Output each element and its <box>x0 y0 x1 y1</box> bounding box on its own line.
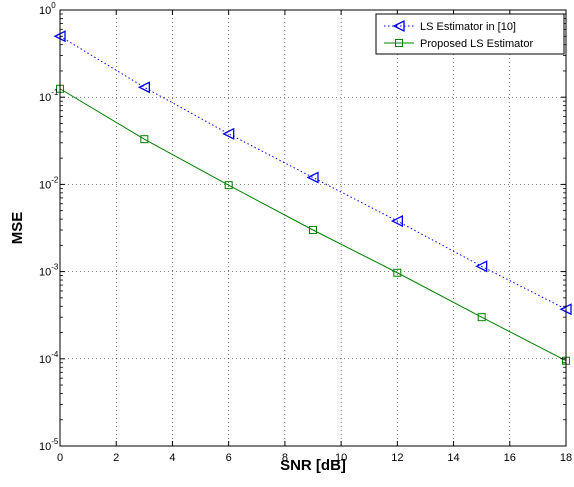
plot-frame <box>59 9 567 447</box>
y-tick-exponent: 0 <box>51 1 56 10</box>
y-tick-label: 10-1 <box>39 88 59 104</box>
y-tick-label: 10-5 <box>39 437 59 453</box>
data-point <box>306 171 319 184</box>
grid-lines <box>60 10 566 446</box>
y-tick-exponent: -2 <box>51 175 59 184</box>
y-tick-label: 10-4 <box>39 350 59 366</box>
series-line <box>59 35 567 310</box>
y-tick-exponent: -3 <box>51 263 59 272</box>
x-tick-label: 12 <box>391 452 403 464</box>
legend-label: LS Estimator in [10] <box>420 21 516 33</box>
y-axis-title: MSE <box>9 212 26 245</box>
y-tick-label: 100 <box>39 1 56 17</box>
x-tick-label: 10 <box>335 452 347 464</box>
y-tick-base: 10 <box>39 354 51 366</box>
x-tick-label: 16 <box>504 452 516 464</box>
x-tick-label: 0 <box>57 452 63 464</box>
data-point <box>137 81 150 94</box>
data-point <box>140 135 149 144</box>
y-tick-base: 10 <box>39 441 51 453</box>
data-point <box>390 214 403 228</box>
y-tick-base: 10 <box>39 179 51 191</box>
x-tick-label: 8 <box>282 452 288 464</box>
y-tick-exponent: -5 <box>51 437 59 446</box>
x-tick-label: 18 <box>560 452 572 464</box>
y-tick-label: 10-3 <box>39 263 59 279</box>
y-tick-label: 10-2 <box>39 175 59 191</box>
y-tick-exponent: -1 <box>51 88 59 97</box>
legend-marker <box>395 39 403 47</box>
legend-label: Proposed LS Estimator <box>420 38 533 50</box>
data-point <box>393 268 402 277</box>
x-axis-title: SNR [dB] <box>280 457 346 474</box>
data-point <box>309 225 317 234</box>
x-tick-label: 6 <box>226 452 232 464</box>
y-tick-base: 10 <box>39 267 51 279</box>
legend: LS Estimator in [10] Proposed LS Estimato… <box>375 13 565 55</box>
x-tick-label: 4 <box>169 452 175 464</box>
x-tick-label: 2 <box>113 452 119 464</box>
legend-box <box>375 13 565 55</box>
data-point <box>222 127 235 140</box>
data-point <box>475 260 488 273</box>
y-tick-exponent: -4 <box>51 350 59 359</box>
y-tick-base: 10 <box>39 5 51 17</box>
series-line <box>59 88 567 362</box>
legend-marker <box>392 19 405 33</box>
x-tick-label: 14 <box>447 452 459 464</box>
data-point <box>477 313 486 322</box>
y-tick-base: 10 <box>39 92 51 104</box>
data-point <box>224 181 233 190</box>
